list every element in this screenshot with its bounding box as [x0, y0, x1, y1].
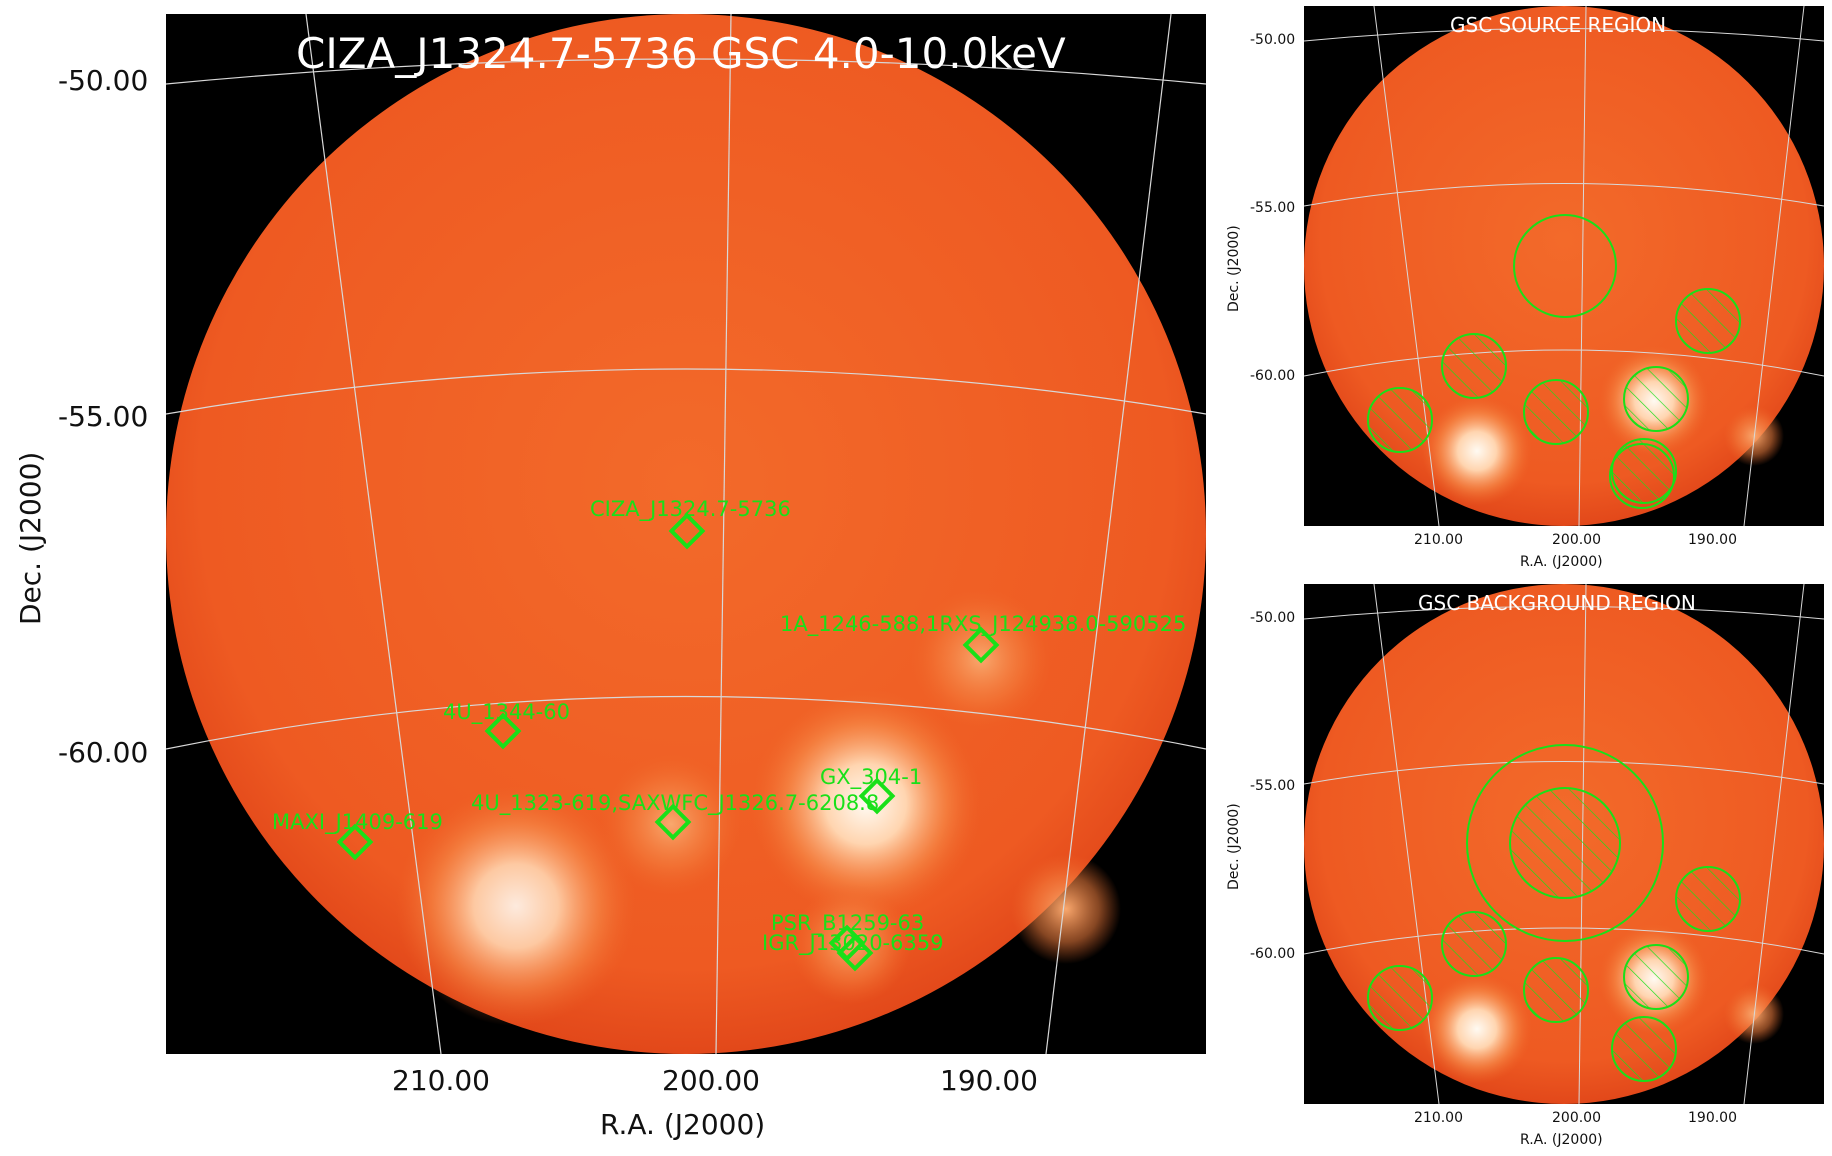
x-axis-label: R.A. (J2000): [600, 1108, 766, 1141]
excluded-region: [1523, 379, 1589, 445]
excluded-region: [1367, 387, 1433, 453]
excluded-region: [1367, 965, 1433, 1031]
emission-gx304: [751, 689, 981, 919]
xtick-label: 190.00: [1688, 532, 1737, 548]
excluded-region: [1611, 438, 1677, 504]
main-title: CIZA_J1324.7-5736 GSC 4.0-10.0keV: [296, 29, 1066, 78]
y-axis-label: Dec. (J2000): [1226, 803, 1242, 890]
excluded-region: [1623, 366, 1689, 432]
xtick-label: 190.00: [940, 1064, 1038, 1097]
source-label: MAXI_J1409-619: [272, 810, 443, 835]
panel-title: GSC BACKGROUND REGION: [1418, 591, 1696, 615]
xtick-label: 200.00: [1552, 1110, 1601, 1126]
source-region-image: GSC SOURCE REGION: [1304, 6, 1824, 526]
ytick-label: -60.00: [1250, 368, 1296, 384]
excluded-region: [1441, 333, 1507, 399]
y-axis-label: Dec. (J2000): [1226, 225, 1242, 312]
excluded-regions: [1367, 288, 1741, 509]
emission-maxi: [1422, 974, 1532, 1084]
emission-maxi: [396, 786, 636, 1026]
excluded-region: [1675, 288, 1741, 354]
ytick-label: -60.00: [58, 736, 149, 769]
source-label: CIZA_J1324.7-5736: [590, 497, 791, 522]
excluded-region: [1623, 944, 1689, 1010]
xtick-label: 210.00: [392, 1064, 490, 1097]
marker-4u1323: [654, 803, 692, 841]
marker-gx304: [858, 777, 896, 815]
source-label: 4U_1344-60: [443, 700, 570, 725]
xtick-label: 190.00: [1688, 1110, 1737, 1126]
ytick-label: -50.00: [58, 64, 149, 97]
xtick-label: 200.00: [1552, 532, 1601, 548]
ytick-label: -55.00: [1250, 200, 1296, 216]
source-region-circle: [1513, 214, 1617, 318]
ytick-label: -60.00: [1250, 946, 1296, 962]
source-label: GX_304-1: [820, 765, 922, 790]
x-axis-label: R.A. (J2000): [1520, 554, 1603, 570]
coordinate-grid: [166, 14, 1206, 1054]
emission-edge: [1011, 854, 1121, 964]
source-markers: [336, 512, 1000, 972]
ytick-label: -55.00: [58, 400, 149, 433]
excluded-region: [1675, 866, 1741, 932]
x-axis-label: R.A. (J2000): [1520, 1132, 1603, 1148]
ytick-label: -55.00: [1250, 778, 1296, 794]
y-axis-label: Dec. (J2000): [14, 451, 47, 625]
marker-ciza: [668, 512, 706, 550]
source-label: 4U_1323-619,SAXWFC_J1326.7-6208.8: [471, 791, 879, 816]
background-annulus-outer: [1466, 744, 1664, 942]
ytick-label: -50.00: [1250, 32, 1296, 48]
marker-igr: [836, 934, 874, 972]
excluded-regions: [1367, 787, 1741, 1082]
excluded-region: [1611, 1016, 1677, 1082]
coordinate-grid: [1304, 584, 1824, 1104]
excluded-region: [1523, 957, 1589, 1023]
emission-maxi: [1422, 396, 1532, 506]
xtick-label: 210.00: [1414, 1110, 1463, 1126]
xtick-label: 210.00: [1414, 532, 1463, 548]
source-label: PSR_B1259-63: [771, 911, 924, 936]
main-sky-image: CIZA_J1324.7-5736 GSC 4.0-10.0keV CIZA_J…: [166, 14, 1206, 1054]
marker-1a1246: [962, 626, 1000, 664]
source-label: IGR_J13020-6359: [762, 931, 944, 956]
excluded-region: [1509, 787, 1621, 899]
coordinate-grid: [1304, 6, 1824, 526]
excluded-region: [1441, 911, 1507, 977]
excluded-region: [1609, 443, 1675, 509]
emission-4u1323: [601, 754, 741, 894]
background-region-image: GSC BACKGROUND REGION: [1304, 584, 1824, 1104]
xtick-label: 200.00: [662, 1064, 760, 1097]
ytick-label: -50.00: [1250, 610, 1296, 626]
source-label: 1A_1246-588,1RXS_J124938.0-590525: [780, 612, 1186, 637]
marker-4u1344: [484, 712, 522, 750]
panel-title: GSC SOURCE REGION: [1450, 13, 1666, 37]
marker-maxi: [336, 823, 374, 861]
